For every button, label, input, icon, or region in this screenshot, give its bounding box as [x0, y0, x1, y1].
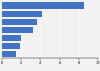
Bar	[2, 2, 84, 9]
Bar	[2, 43, 20, 49]
Bar	[2, 11, 42, 17]
Bar	[2, 27, 33, 33]
Bar	[2, 35, 21, 41]
Bar	[2, 19, 37, 25]
Bar	[2, 51, 16, 57]
